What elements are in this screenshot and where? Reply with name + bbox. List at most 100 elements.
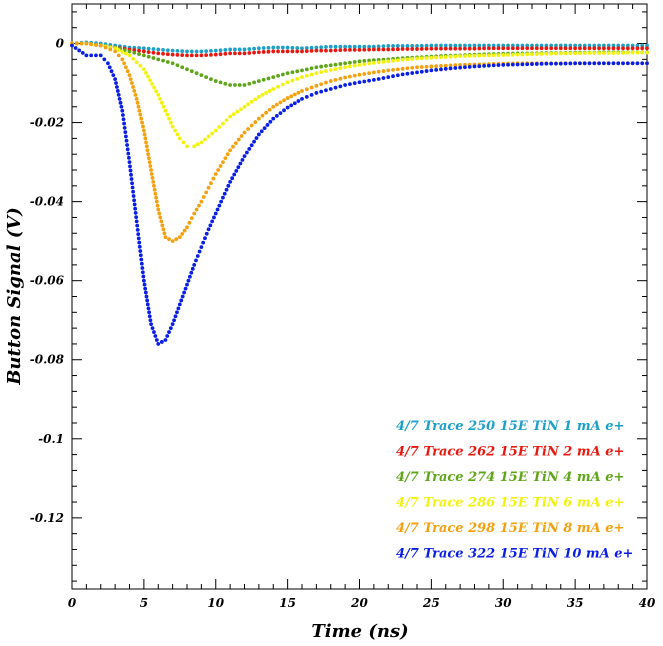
data-point <box>217 203 222 208</box>
data-point <box>477 43 482 48</box>
data-point <box>309 72 314 77</box>
data-point <box>429 43 434 48</box>
data-point <box>165 52 170 57</box>
data-point <box>419 56 424 61</box>
data-point <box>534 46 539 51</box>
data-point <box>137 48 141 53</box>
data-point <box>131 194 136 198</box>
data-point <box>582 61 587 66</box>
legend: 4/7 Trace 250 15E TiN 1 mA e+ 4/7 Trace 2… <box>396 419 633 562</box>
data-point <box>554 61 558 66</box>
data-point <box>587 51 592 55</box>
data-point <box>206 227 211 232</box>
data-point <box>424 43 429 48</box>
data-point <box>144 70 148 75</box>
data-point <box>625 43 630 48</box>
data-point <box>309 66 314 71</box>
data-point <box>128 77 133 82</box>
data-point <box>203 137 207 142</box>
y-tick-label: -0.12 <box>30 511 64 525</box>
data-point <box>242 83 247 87</box>
data-point <box>352 73 357 78</box>
data-point <box>386 43 391 48</box>
data-point <box>376 69 381 74</box>
data-point <box>136 236 141 241</box>
data-point <box>453 66 458 70</box>
data-point <box>300 96 304 101</box>
data-point <box>434 55 439 60</box>
data-point <box>621 50 625 55</box>
data-point <box>223 156 228 161</box>
data-point <box>141 67 146 72</box>
data-point <box>300 89 304 93</box>
data-point <box>266 49 271 54</box>
data-point <box>597 61 601 66</box>
data-point <box>132 198 137 203</box>
data-point <box>348 47 352 52</box>
data-point <box>295 76 300 81</box>
data-point <box>77 48 82 53</box>
data-point <box>231 144 235 149</box>
data-point <box>94 53 98 58</box>
data-point <box>137 240 142 245</box>
data-point <box>141 53 146 58</box>
data-point <box>282 108 286 113</box>
data-point <box>376 47 381 52</box>
data-point <box>149 172 154 176</box>
data-point <box>118 100 123 105</box>
data-point <box>491 63 496 68</box>
data-point <box>252 139 256 144</box>
data-point <box>74 41 79 46</box>
data-point <box>295 69 300 74</box>
data-point <box>256 50 261 55</box>
data-point <box>448 46 453 51</box>
data-point <box>371 58 376 63</box>
data-point <box>568 61 573 66</box>
data-point <box>180 232 185 236</box>
data-point <box>260 113 265 118</box>
data-point <box>128 168 133 173</box>
data-point <box>453 46 458 51</box>
legend-entry: 4/7 Trace 250 15E TiN 1 mA e+ <box>396 419 624 434</box>
data-point <box>221 121 225 126</box>
data-point <box>367 47 371 52</box>
data-point <box>362 44 367 49</box>
data-point <box>515 43 520 48</box>
data-point <box>176 306 181 311</box>
data-point <box>544 61 549 66</box>
y-tick-label: -0.06 <box>30 274 65 288</box>
data-point <box>146 306 151 311</box>
data-point <box>154 89 159 94</box>
data-point <box>405 47 410 51</box>
data-point <box>151 56 156 60</box>
data-point <box>221 160 225 165</box>
data-point <box>268 119 273 124</box>
data-point <box>601 61 606 66</box>
data-point <box>510 46 515 51</box>
data-point <box>280 72 285 77</box>
data-point <box>122 121 127 126</box>
data-point <box>175 310 179 315</box>
data-point <box>107 65 112 70</box>
data-point <box>223 51 228 56</box>
data-point <box>405 43 410 48</box>
data-point <box>292 92 297 97</box>
data-point <box>386 68 391 73</box>
data-point <box>236 165 241 170</box>
data-point <box>194 207 199 212</box>
data-point <box>232 172 237 177</box>
data-point <box>467 46 472 51</box>
data-point <box>239 134 244 138</box>
data-point <box>121 113 125 117</box>
data-point <box>244 150 249 155</box>
data-point <box>213 48 218 53</box>
data-point <box>247 51 252 55</box>
data-point <box>534 43 539 48</box>
data-point <box>324 45 328 49</box>
data-point <box>163 108 168 113</box>
data-point <box>319 70 324 75</box>
data-point <box>230 176 235 181</box>
data-point <box>400 66 405 71</box>
data-point <box>217 125 222 129</box>
data-point <box>606 46 611 51</box>
